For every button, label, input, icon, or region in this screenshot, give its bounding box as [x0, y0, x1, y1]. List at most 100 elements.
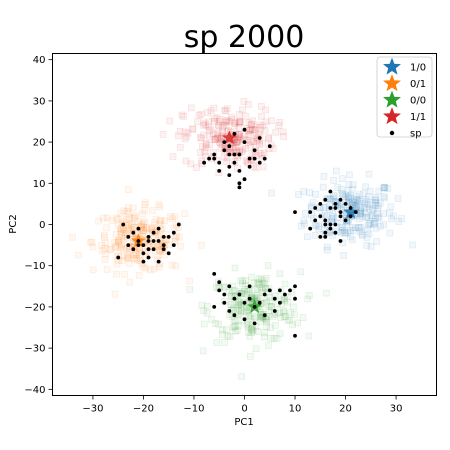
cluster-point — [259, 122, 267, 130]
cluster-point — [181, 210, 189, 217]
cluster-point — [270, 335, 278, 342]
cluster-point — [316, 204, 324, 212]
cluster-point — [258, 287, 265, 294]
cluster-point — [215, 122, 223, 129]
cluster-point — [394, 195, 402, 202]
cluster-point — [268, 303, 275, 311]
cluster-point — [132, 249, 139, 257]
cluster-point — [262, 118, 270, 126]
cluster-point — [197, 110, 205, 118]
cluster-point — [128, 222, 136, 230]
cluster-point — [234, 302, 242, 309]
cluster-point — [232, 144, 239, 151]
sp-point — [121, 222, 126, 227]
cluster-point — [366, 187, 374, 195]
cluster-point — [357, 209, 365, 217]
cluster-point — [252, 164, 260, 172]
cluster-point — [186, 277, 193, 285]
cluster-point — [124, 254, 132, 261]
y-tick-label: 0 — [39, 220, 45, 231]
cluster-point — [103, 224, 110, 232]
cluster-point — [220, 122, 227, 129]
cluster-point — [339, 191, 347, 198]
cluster-point — [305, 332, 313, 340]
cluster-point — [365, 170, 373, 178]
sp-point — [227, 152, 232, 157]
cluster-point — [349, 201, 357, 209]
y-tick-label: −30 — [24, 344, 45, 355]
cluster-point — [189, 125, 197, 133]
cluster-point — [347, 191, 355, 199]
cluster-point — [115, 236, 123, 243]
sp-point — [136, 243, 141, 248]
cluster-point — [242, 112, 249, 120]
cluster-point — [238, 148, 246, 155]
cluster-point — [362, 183, 369, 191]
cluster-point — [281, 297, 289, 305]
cluster-point — [233, 147, 241, 155]
cluster-point — [248, 329, 255, 336]
sp-point — [146, 239, 151, 243]
cluster-point — [141, 201, 148, 208]
sp-point — [232, 160, 237, 165]
cluster-point — [115, 221, 122, 229]
cluster-point — [219, 128, 226, 136]
cluster-point — [286, 317, 294, 324]
cluster-point — [257, 124, 265, 131]
cluster-point — [265, 135, 273, 143]
sp-point — [242, 177, 247, 182]
cluster-point — [206, 141, 213, 149]
cluster-point — [231, 122, 238, 130]
cluster-point — [364, 226, 371, 234]
cluster-point — [284, 316, 292, 324]
cluster-point — [182, 157, 190, 165]
cluster-point — [276, 330, 284, 338]
cluster-point — [369, 199, 377, 206]
cluster-point — [133, 250, 140, 258]
cluster-point — [287, 309, 294, 317]
cluster-point — [348, 224, 356, 231]
sp-point — [146, 255, 151, 260]
cluster-point — [120, 235, 128, 242]
cluster-point — [120, 246, 127, 253]
cluster-point — [199, 143, 206, 150]
sp-point — [278, 288, 282, 293]
cluster-point — [251, 286, 259, 293]
cluster-point — [380, 193, 388, 200]
sp-point — [262, 313, 267, 318]
cluster-point — [98, 242, 105, 249]
cluster-point — [135, 218, 142, 226]
sp-point — [217, 169, 222, 173]
sp-point — [222, 140, 227, 145]
sp-point — [212, 156, 217, 161]
cluster-point — [295, 191, 302, 198]
cluster-point — [120, 226, 127, 233]
cluster-point — [245, 119, 253, 126]
cluster-point — [363, 214, 371, 221]
sp-point — [242, 127, 247, 132]
sp-point — [131, 247, 136, 252]
cluster-point — [261, 284, 269, 292]
cluster-point — [186, 286, 194, 293]
cluster-point — [283, 293, 291, 301]
cluster-point — [103, 214, 111, 222]
cluster-point — [245, 323, 253, 331]
cluster-point — [258, 139, 266, 147]
cluster-point — [341, 226, 349, 234]
cluster-point — [89, 243, 97, 251]
cluster-point — [243, 321, 251, 329]
sp-point — [171, 230, 176, 235]
cluster-point — [312, 190, 320, 198]
sp-point — [227, 164, 232, 169]
cluster-point — [372, 202, 379, 209]
cluster-point — [236, 298, 243, 305]
cluster-point — [372, 194, 380, 201]
sp-point — [338, 214, 343, 219]
cluster-point — [249, 326, 256, 334]
sp-point — [166, 235, 171, 239]
cluster-point — [202, 140, 210, 147]
cluster-point — [309, 199, 317, 206]
sp-point — [202, 160, 207, 165]
cluster-point — [237, 134, 244, 142]
cluster-point — [320, 173, 328, 180]
